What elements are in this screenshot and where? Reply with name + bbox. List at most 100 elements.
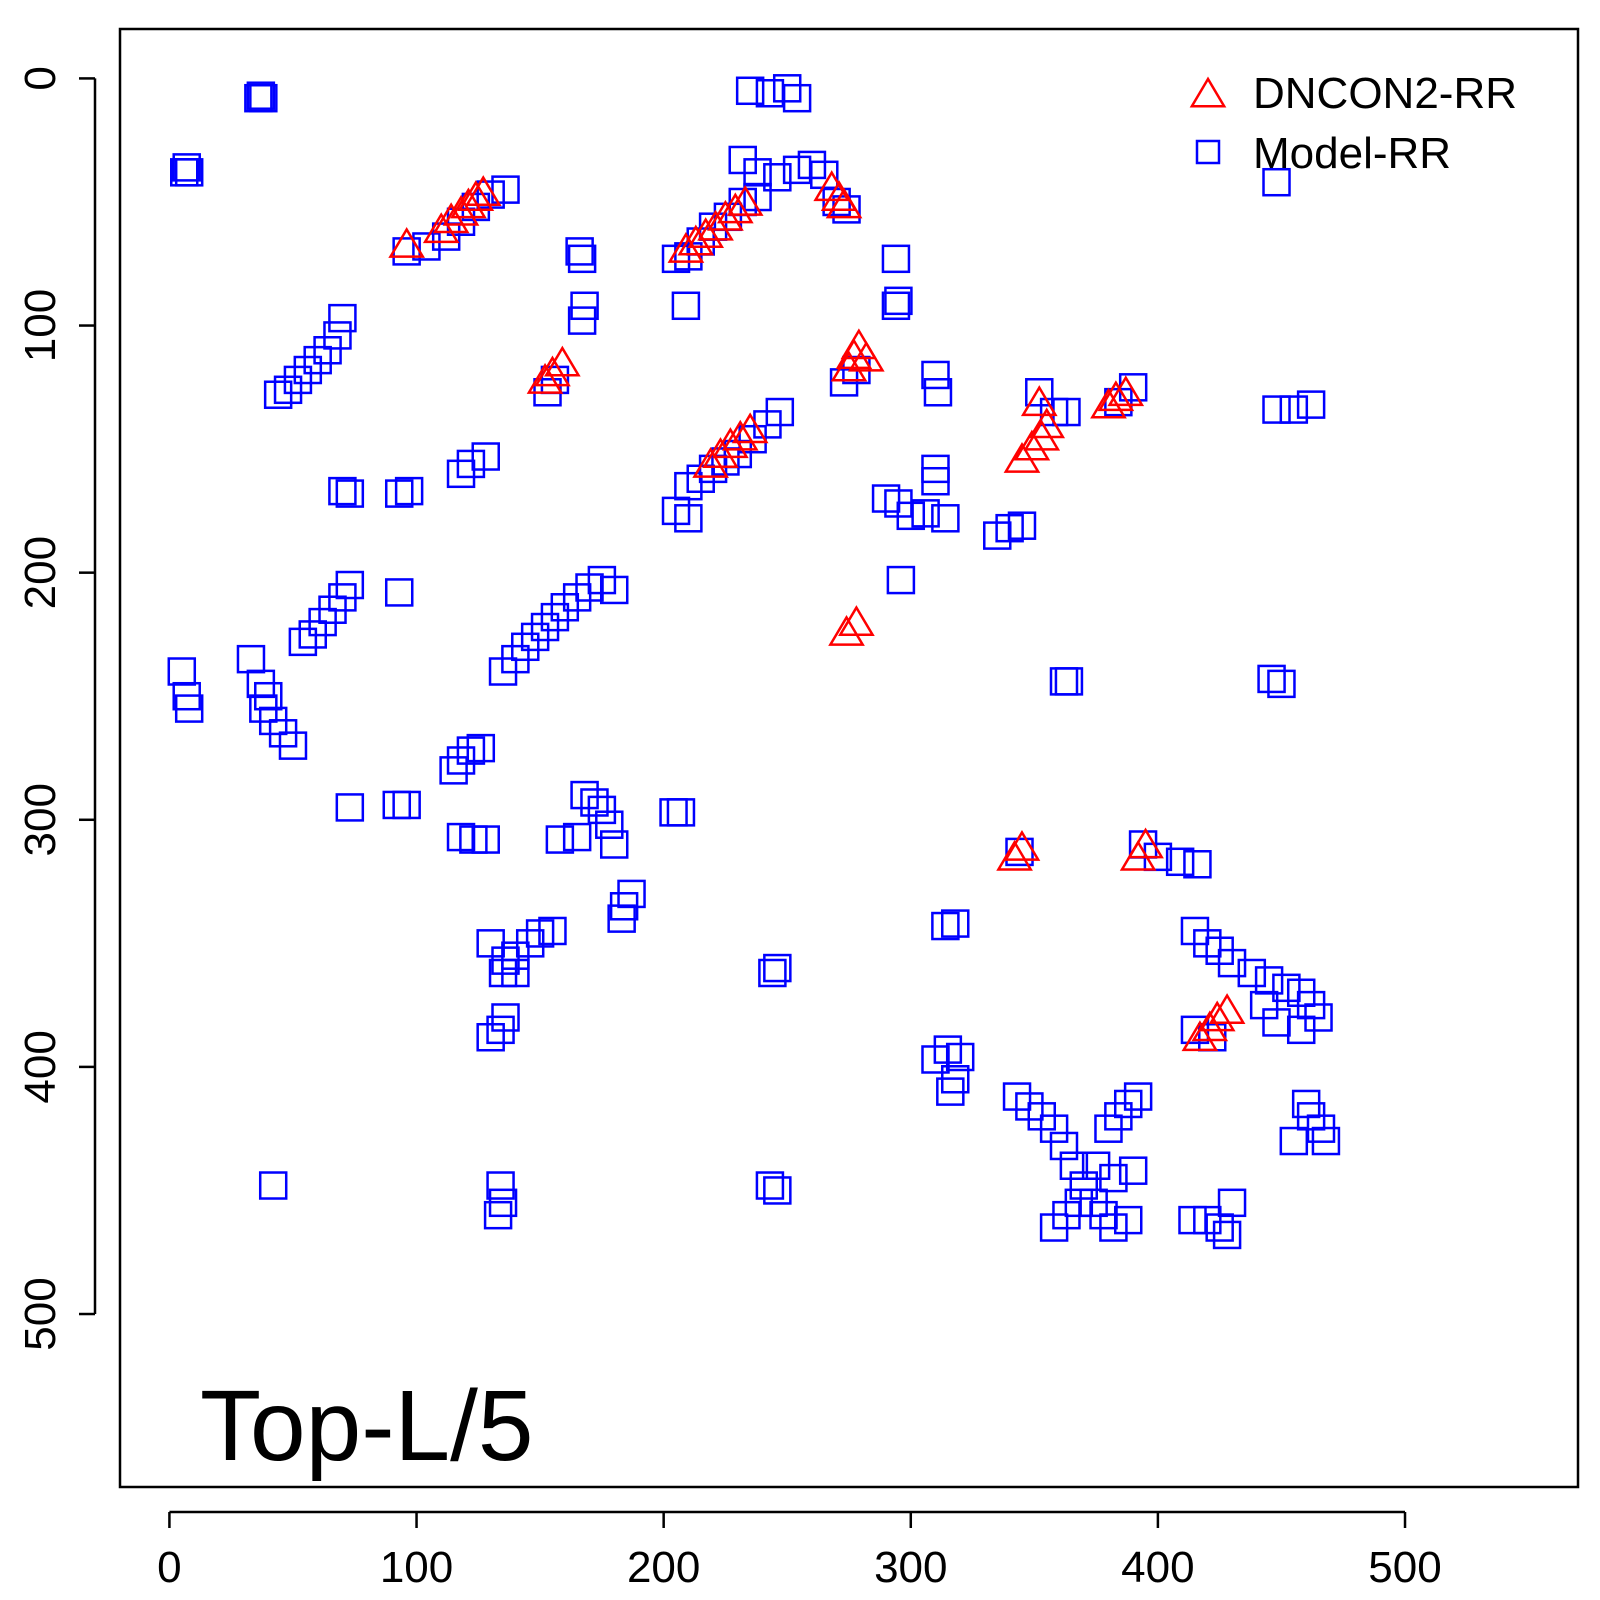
data-point-triangle xyxy=(1181,1020,1219,1052)
data-point-triangle xyxy=(687,217,725,249)
data-point-triangle xyxy=(526,362,564,394)
data-point-square xyxy=(945,1042,975,1072)
data-point-triangle xyxy=(702,437,739,468)
data-point-triangle xyxy=(1003,829,1041,861)
data-point-square xyxy=(881,291,911,321)
data-point-square xyxy=(941,909,970,938)
data-point-square xyxy=(1049,1131,1079,1161)
data-point-square xyxy=(1262,395,1291,424)
y-tick-label: 100 xyxy=(16,289,65,362)
data-point-square xyxy=(501,958,530,988)
data-point-square xyxy=(476,1022,505,1052)
data-point-square xyxy=(763,163,792,192)
data-point-triangle xyxy=(422,212,460,244)
plot-frame xyxy=(118,27,1580,1489)
data-point-square xyxy=(491,175,520,204)
data-point-triangle xyxy=(1198,1000,1236,1032)
data-point-square xyxy=(384,578,414,607)
data-point-square xyxy=(567,306,597,335)
data-point-square xyxy=(249,83,278,113)
data-point-square xyxy=(446,459,476,489)
data-point-square xyxy=(303,345,332,375)
data-point-triangle xyxy=(1208,993,1246,1024)
data-point-square xyxy=(538,916,567,946)
data-point-square xyxy=(1212,1220,1242,1250)
data-point-square xyxy=(335,479,365,508)
data-point-square xyxy=(476,929,505,958)
data-point-triangle xyxy=(1097,380,1135,412)
data-point-square xyxy=(881,244,911,274)
data-point-square xyxy=(384,479,414,508)
data-point-square xyxy=(471,825,500,854)
data-point-square xyxy=(439,756,468,785)
data-point-square xyxy=(570,780,599,810)
data-point-square xyxy=(911,499,940,528)
data-point-square xyxy=(617,879,646,909)
data-point-square xyxy=(1262,167,1291,197)
series-dncon2-rr xyxy=(388,170,1246,1052)
data-point-square xyxy=(1272,973,1301,1003)
inset-label: Top-L/5 xyxy=(200,1370,534,1482)
plot-marks xyxy=(167,74,1341,1250)
data-point-square xyxy=(1296,390,1326,419)
data-point-square xyxy=(1217,1188,1247,1218)
data-point-square xyxy=(258,1171,288,1200)
data-point-square xyxy=(167,657,197,686)
data-point-square xyxy=(313,336,342,365)
x-tick-label: 500 xyxy=(1368,1543,1441,1592)
data-point-triangle xyxy=(1107,375,1145,407)
data-point-square xyxy=(1039,1213,1069,1242)
data-point-square xyxy=(562,822,592,852)
legend: DNCON2-RR Model-RR xyxy=(1189,69,1517,178)
y-tick-label: 0 xyxy=(16,66,65,90)
data-point-square xyxy=(263,380,293,409)
data-point-square xyxy=(1237,958,1267,988)
data-point-square xyxy=(599,575,629,605)
data-point-triangle xyxy=(726,185,764,216)
data-point-square xyxy=(1099,1213,1128,1242)
data-point-square xyxy=(886,565,916,595)
data-point-square xyxy=(1118,1156,1148,1185)
data-point-square xyxy=(931,911,960,941)
data-point-square xyxy=(236,644,266,674)
data-point-square xyxy=(466,733,496,763)
x-axis: 0 100 200 300 400 500 xyxy=(157,1510,1442,1592)
data-point-square xyxy=(587,795,617,825)
data-point-square xyxy=(382,790,412,820)
data-point-square xyxy=(765,397,795,427)
data-point-square xyxy=(1025,378,1054,407)
x-tick-label: 100 xyxy=(380,1543,453,1592)
data-point-triangle xyxy=(996,839,1033,871)
x-tick-label: 0 xyxy=(157,1543,181,1592)
data-point-square xyxy=(580,788,609,817)
data-point-square xyxy=(530,612,560,642)
x-tick-label: 300 xyxy=(874,1543,947,1592)
data-point-square xyxy=(1254,966,1284,995)
data-point-square xyxy=(1279,1126,1309,1156)
data-point-square xyxy=(392,790,421,820)
data-point-triangle xyxy=(731,412,769,444)
y-tick-label: 400 xyxy=(16,1030,65,1103)
data-point-square xyxy=(323,321,352,350)
data-point-triangle xyxy=(457,180,495,211)
data-point-triangle xyxy=(847,340,885,372)
data-point-square xyxy=(412,232,441,261)
x-tick-label: 400 xyxy=(1121,1543,1194,1592)
data-point-square xyxy=(471,442,500,471)
y-tick-label: 200 xyxy=(16,536,65,609)
data-point-square xyxy=(1113,1089,1143,1119)
data-point-square xyxy=(511,632,540,662)
data-point-square xyxy=(674,504,703,533)
data-point-square xyxy=(174,694,204,723)
data-point-triangle xyxy=(464,175,502,207)
data-point-square xyxy=(671,291,701,321)
data-point-square xyxy=(1007,511,1037,540)
data-point-square xyxy=(941,1065,970,1094)
data-point-square xyxy=(483,1200,513,1230)
y-tick-label: 300 xyxy=(16,783,65,856)
data-point-square xyxy=(174,158,204,187)
data-point-square xyxy=(1099,1163,1128,1193)
legend-label: Model-RR xyxy=(1253,129,1451,178)
data-point-square xyxy=(743,158,772,187)
data-point-square xyxy=(884,286,913,316)
